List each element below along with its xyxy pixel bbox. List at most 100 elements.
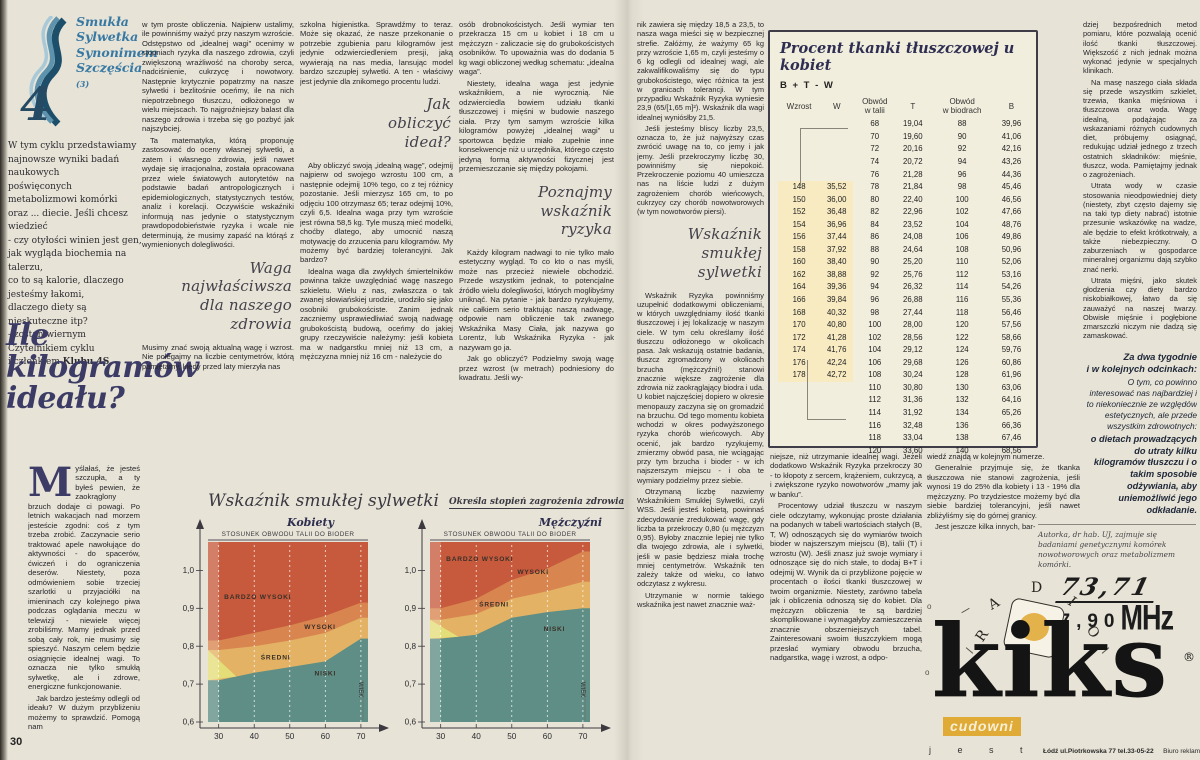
table-cell: 70 [870,131,880,141]
table-cell: 92 [957,144,967,154]
pale-strip [430,542,441,722]
table-cell: 108 [868,370,882,380]
paragraph: Jak bardzo jesteśmy odlegli od ideału? W… [28,693,140,732]
paragraph: dziej bezpośrednich metod pomiaru, które… [1083,20,1197,76]
table-cell [820,432,853,445]
table-cell: 110 [955,257,969,267]
column-6: niejsze, niż utrzymanie idealnej wagi. J… [770,452,922,758]
paragraph: o dietach prowadzących do utraty kilku k… [1090,433,1197,516]
table-cell: 49,86 [1001,232,1022,242]
table-cell: 42,72 [820,369,854,382]
table-cell: 76 [870,169,880,179]
x-axis-arrow-icon [379,724,389,732]
table-cell: 78 [870,182,880,192]
table-bracket-top [800,128,848,186]
table-cell: 138 [955,433,969,443]
table-cell: 58,66 [1001,332,1022,342]
table-cell: 41,76 [820,344,854,357]
x-tick-label: 60 [321,732,331,741]
column-4: osób drobnokościstych. Jeśli wymiar ten … [459,20,614,490]
chart-subtitle: Określa stopień zagrożenia zdrowia [448,497,625,509]
table-cell [778,445,820,458]
table-cell: 32,48 [903,420,923,430]
scan-edge [0,0,8,760]
paragraph: niejsze, niż utrzymanie idealnej wagi. J… [770,452,922,499]
table-cell: 158 [778,243,821,257]
radio-ad: 73,71 97,90MHz R A D I O o o kiks ® cudo… [925,572,1200,758]
table-cell: 48,76 [1001,219,1022,229]
table-row: 176 42,24 106 29,68 126 60,86 [778,356,1028,370]
table-row: 114 31,92 134 65,26 [778,407,1028,420]
table-cell: 36,00 [820,193,854,207]
table-cell: 98 [957,182,967,192]
table-cell: 37,44 [820,231,854,244]
series-masthead: 4 Smukła Sylwetka Synonimem Szczęścia (3… [20,12,158,140]
y-tick-label: 1,0 [183,566,195,575]
zone-label: ŚREDNI [261,652,291,661]
table-cell: 104 [955,219,969,229]
table-cell: 170 [778,319,821,332]
table-cell: 172 [778,331,821,345]
y-tick-label: 0,7 [405,680,417,689]
table-row: 112 31,36 132 64,16 [778,394,1028,407]
paragraph: Musimy znać swoją aktualną wagę i wzrost… [142,342,294,371]
paragraph: wiedź znajdą w kolejnym numerze. [927,452,1045,461]
table-formula: B + T - W [780,80,835,91]
table-row: 150 36,00 80 22,40 100 46,56 [778,193,1028,207]
table-row: 154 36,96 84 23,52 104 48,76 [778,218,1028,232]
paragraph: Utrata wody w czasie stosowania nieodpow… [1083,181,1197,274]
table-cell: 66,36 [1001,420,1022,430]
table-cell: 96 [870,295,880,305]
table-row: 70 19,60 90 41,06 [778,131,1028,144]
x-tick-label: 30 [214,732,224,741]
paragraph: Wskaźnik Ryzyka powinniśmy uzupełnić dod… [637,290,764,485]
ad-address: Łódź ul.Piotrkowska 77 tel.33-05-22 [1042,748,1154,755]
table-cell: 150 [778,193,821,207]
table-cell: 31,92 [903,407,923,417]
x-axis-arrow-icon [601,724,611,732]
table-cell: 21,84 [903,182,923,192]
table-cell: 42,24 [820,356,854,370]
table-cell: 122 [955,332,969,342]
paragraph: Każdy kilogram nadwagi to nie tylko mało… [459,248,614,352]
table-cell: 88 [870,244,880,254]
zone-label: BARDZO WYSOKI [224,594,291,601]
paragraph: O tym, co powinno interesować nas najbar… [1086,376,1197,431]
table-cell [820,420,853,433]
paragraph: szkolna higienistka. Sprawdźmy to teraz.… [300,20,453,86]
table-cell: 20,72 [903,157,923,167]
table-cell: 29,68 [903,357,923,367]
ad-tagline: cudowni [943,717,1021,736]
table-cell: 130 [955,382,969,392]
egg-yolk-icon [1019,613,1049,641]
y-axis-arrow-icon [418,519,426,529]
paragraph: Jeśli jesteśmy bliscy liczby 23,5, oznac… [637,123,764,216]
zone-label: NISKI [544,626,566,633]
chart-title-text: Wskaźnik smukłej sylwetki [208,491,439,511]
x-axis-label: WIEK [579,682,585,697]
table-cell: 164 [778,281,821,295]
chart-title: Wskaźnik smukłej sylwetki Określa stopień… [208,491,625,511]
table-cell: 24,08 [903,232,923,242]
table-row: 160 38,40 90 25,20 110 52,06 [778,256,1028,269]
paragraph: osób drobnokościstych. Jeśli wymiar ten … [459,20,614,77]
table-cell: 67,46 [1001,433,1022,443]
table-cell: 30,24 [903,370,923,380]
x-tick-label: 50 [285,732,295,741]
table-cell: 100 [955,194,969,204]
table-cell: 80 [870,194,880,204]
table-cell: 35,52 [820,181,854,194]
paragraph: Na masę naszego ciała składa się przede … [1083,77,1197,180]
table-cell: 94 [957,157,967,167]
table-cell: 140 [955,445,969,455]
table-row: 116 32,48 136 66,36 [778,420,1028,433]
table-cell: 43,26 [1001,157,1022,167]
y-tick-label: 0,6 [405,718,417,727]
table-cell: 128 [955,370,969,380]
table-cell: 44,36 [1001,169,1022,179]
table-header: W [832,101,841,111]
table-header: Obwód w biodrach [942,97,982,116]
table-cell: 86 [870,232,880,242]
table-cell [778,432,820,445]
table-cell: 37,92 [820,243,854,257]
